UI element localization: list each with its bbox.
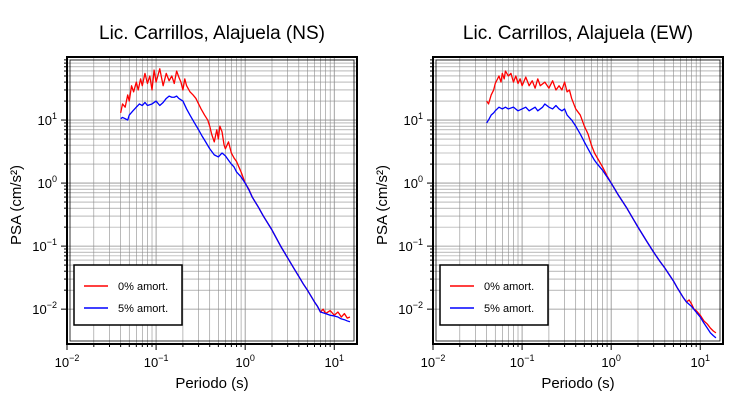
x-tick-label-base: 10 <box>144 355 158 370</box>
x-tick-label: 10−2 <box>421 353 446 370</box>
y-tick-label-exponent: −1 <box>413 237 423 247</box>
x-tick-label: 10−1 <box>510 353 535 370</box>
y-tick-label-exponent: 0 <box>52 174 57 184</box>
x-tick-label-base: 10 <box>235 355 249 370</box>
x-tick-label-exponent: 0 <box>250 353 255 363</box>
chart-title: Lic. Carrillos, Alajuela (EW) <box>463 23 693 44</box>
legend-label: 5% amort. <box>484 303 534 315</box>
y-tick-label-exponent: 0 <box>418 174 423 184</box>
y-tick-label-exponent: −2 <box>413 300 423 310</box>
x-tick-label-base: 10 <box>510 355 524 370</box>
legend-box <box>439 264 549 326</box>
x-tick-label-base: 10 <box>421 355 435 370</box>
y-tick-label-exponent: 1 <box>418 111 423 121</box>
series-group <box>120 68 351 323</box>
legend-label: 0% amort. <box>118 281 168 293</box>
x-tick-label-base: 10 <box>601 355 615 370</box>
y-axis-label: PSA (cm/s²) <box>8 165 25 245</box>
chart-title: Lic. Carrillos, Alajuela (NS) <box>99 23 325 44</box>
y-tick-label: 10−2 <box>32 300 57 317</box>
x-tick-label-base: 10 <box>325 355 339 370</box>
y-tick-label-exponent: −2 <box>47 300 57 310</box>
chart-panel-ns: Lic. Carrillos, Alajuela (NS) Periodo (s… <box>8 23 358 392</box>
y-tick-label-exponent: −1 <box>47 237 57 247</box>
x-axis-label: Periodo (s) <box>175 375 248 392</box>
x-tick-label: 101 <box>325 353 344 370</box>
plot-frame <box>432 56 724 345</box>
x-tick-label-exponent: −2 <box>435 353 445 363</box>
plot-frame-inner <box>435 59 721 342</box>
y-tick-label: 10−1 <box>398 237 423 254</box>
legend-box <box>73 264 183 326</box>
y-tick-label-base: 10 <box>404 176 418 191</box>
y-tick-label-base: 10 <box>32 239 46 254</box>
legend: 0% amort. 5% amort. <box>73 264 183 326</box>
y-axis-label: PSA (cm/s²) <box>374 165 391 245</box>
y-tick-label-base: 10 <box>38 176 52 191</box>
x-tick-label-exponent: 1 <box>339 353 344 363</box>
x-axis-label: Periodo (s) <box>541 375 614 392</box>
x-tick-label: 10−2 <box>55 353 80 370</box>
y-tick-label: 100 <box>38 174 57 191</box>
x-tick-label-exponent: −1 <box>158 353 168 363</box>
series-group <box>486 70 717 339</box>
y-tick-label: 10−2 <box>398 300 423 317</box>
x-tick-label: 101 <box>691 353 710 370</box>
y-tick-label: 101 <box>404 111 423 128</box>
x-tick-label-exponent: 0 <box>616 353 621 363</box>
x-tick-label-base: 10 <box>691 355 705 370</box>
plot-frame <box>66 56 358 345</box>
y-tick-label-base: 10 <box>38 113 52 128</box>
y-tick-label-base: 10 <box>398 302 412 317</box>
y-tick-label: 100 <box>404 174 423 191</box>
x-tick-label: 100 <box>601 353 620 370</box>
x-tick-label-exponent: 1 <box>705 353 710 363</box>
x-tick-label-exponent: −1 <box>524 353 534 363</box>
x-tick-label-base: 10 <box>55 355 69 370</box>
y-tick-label: 101 <box>38 111 57 128</box>
x-tick-label: 100 <box>235 353 254 370</box>
y-tick-label-base: 10 <box>32 302 46 317</box>
y-tick-label-base: 10 <box>398 239 412 254</box>
legend-label: 0% amort. <box>484 281 534 293</box>
plot-frame-inner <box>69 59 355 342</box>
legend-label: 5% amort. <box>118 303 168 315</box>
y-tick-label: 10−1 <box>32 237 57 254</box>
x-tick-label-exponent: −2 <box>69 353 79 363</box>
series-line-damped <box>120 95 351 323</box>
y-tick-label-exponent: 1 <box>52 111 57 121</box>
x-tick-label: 10−1 <box>144 353 169 370</box>
legend: 0% amort. 5% amort. <box>439 264 549 326</box>
series-line-damped <box>486 103 717 339</box>
y-tick-label-base: 10 <box>404 113 418 128</box>
chart-panel-ew: Lic. Carrillos, Alajuela (EW) Periodo (s… <box>374 23 724 392</box>
